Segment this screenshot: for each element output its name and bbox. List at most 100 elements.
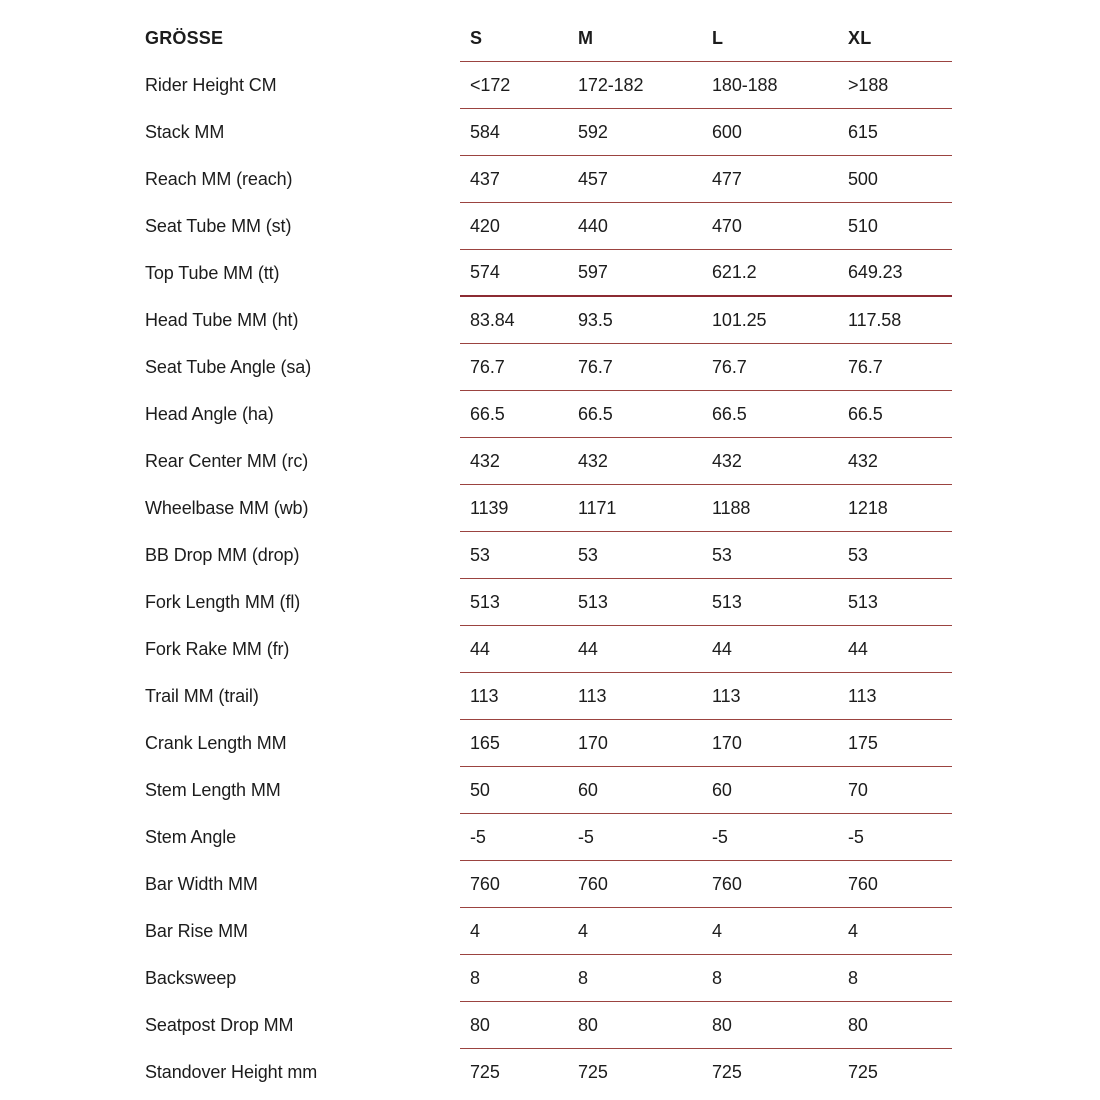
cell-value: 101.25 [712, 309, 767, 330]
row-label: BB Drop MM (drop) [145, 545, 300, 565]
size-header-s: S [470, 27, 483, 48]
row-values: 420 440 470 510 [460, 203, 952, 250]
row-label: Top Tube MM (tt) [145, 263, 280, 283]
cell-value: 180-188 [712, 74, 778, 95]
cell-value: 8 [578, 967, 588, 988]
table-row: Stem Length MM 50 60 60 70 [145, 767, 952, 814]
row-label: Rider Height CM [145, 75, 277, 95]
row-label: Seat Tube Angle (sa) [145, 357, 312, 377]
row-label: Stem Angle [145, 827, 237, 847]
cell-value: 1188 [712, 497, 751, 518]
row-label: Crank Length MM [145, 733, 287, 753]
table-row: Wheelbase MM (wb) 1139 1171 1188 1218 [145, 485, 952, 532]
cell-value: 4 [848, 920, 858, 941]
cell-value: 53 [470, 544, 490, 565]
cell-value: 80 [712, 1014, 732, 1035]
row-values: 725 725 725 725 [460, 1049, 952, 1096]
cell-value: 725 [470, 1062, 500, 1082]
geometry-table: GRÖSSE S M L XL Rider Height CM <172 172-182 1… [145, 15, 952, 1096]
row-values: 574 597 621.2 649.23 [460, 250, 952, 297]
row-values: 513 513 513 513 [460, 579, 952, 626]
cell-value: 725 [712, 1062, 742, 1082]
cell-value: 584 [470, 121, 500, 142]
cell-value: 66.5 [578, 403, 613, 424]
size-headers: S M L XL [460, 15, 952, 62]
cell-value: 113 [470, 685, 499, 706]
row-values: 437 457 477 500 [460, 156, 952, 203]
cell-value: 50 [470, 779, 490, 800]
cell-value: 432 [848, 450, 878, 471]
cell-value: 44 [712, 638, 732, 659]
cell-value: 175 [848, 732, 878, 753]
row-values: 165 170 170 175 [460, 720, 952, 767]
table-row: Seat Tube Angle (sa) 76.7 76.7 76.7 76.7 [145, 344, 952, 391]
cell-value: -5 [848, 826, 864, 847]
cell-value: 66.5 [712, 403, 747, 424]
cell-value: 76.7 [470, 356, 505, 377]
cell-value: 113 [848, 685, 877, 706]
table-row: Stem Angle -5 -5 -5 -5 [145, 814, 952, 861]
table-row: Bar Width MM 760 760 760 760 [145, 861, 952, 908]
cell-value: 592 [578, 121, 608, 142]
row-values: 1139 1171 1188 1218 [460, 485, 952, 532]
row-label: Stem Length MM [145, 780, 281, 800]
row-values: <172 172-182 180-188 >188 [460, 62, 952, 109]
cell-value: 8 [712, 967, 722, 988]
cell-value: 76.7 [712, 356, 747, 377]
row-values: 50 60 60 70 [460, 767, 952, 814]
cell-value: 500 [848, 168, 878, 189]
cell-value: 66.5 [848, 403, 883, 424]
cell-value: 470 [712, 215, 742, 236]
row-label: Head Tube MM (ht) [145, 310, 299, 330]
row-values: 4 4 4 4 [460, 908, 952, 955]
table-row: Crank Length MM 165 170 170 175 [145, 720, 952, 767]
row-values: 584 592 600 615 [460, 109, 952, 156]
cell-value: 649.23 [848, 262, 903, 282]
cell-value: 513 [578, 591, 608, 612]
table-row: Trail MM (trail) 113 113 113 113 [145, 673, 952, 720]
cell-value: 53 [848, 544, 868, 565]
cell-value: 170 [578, 732, 608, 753]
cell-value: 432 [712, 450, 742, 471]
row-values: 53 53 53 53 [460, 532, 952, 579]
cell-value: 8 [470, 967, 480, 988]
table-row: Backsweep 8 8 8 8 [145, 955, 952, 1002]
row-values: 760 760 760 760 [460, 861, 952, 908]
row-label: Rear Center MM (rc) [145, 451, 309, 471]
size-header-xl: XL [848, 27, 872, 48]
cell-value: 513 [712, 591, 742, 612]
table-body: Rider Height CM <172 172-182 180-188 >188 Sta… [145, 62, 952, 1096]
cell-value: 165 [470, 732, 500, 753]
cell-value: 170 [712, 732, 742, 753]
cell-value: 83.84 [470, 309, 515, 330]
row-label: Backsweep [145, 968, 237, 988]
table-row: Head Tube MM (ht) 83.84 93.5 101.25 117.58 [145, 297, 952, 344]
cell-value: 1218 [848, 497, 888, 518]
cell-value: 60 [712, 779, 732, 800]
table-row: Rider Height CM <172 172-182 180-188 >188 [145, 62, 952, 109]
cell-value: 4 [470, 920, 480, 941]
cell-value: 574 [470, 262, 500, 282]
row-values: 76.7 76.7 76.7 76.7 [460, 344, 952, 391]
cell-value: 66.5 [470, 403, 505, 424]
cell-value: 600 [712, 121, 742, 142]
cell-value: 1139 [470, 497, 509, 518]
cell-value: 1171 [578, 497, 617, 518]
cell-value: 760 [848, 873, 878, 894]
cell-value: 760 [712, 873, 742, 894]
cell-value: 4 [712, 920, 722, 941]
row-label: Trail MM (trail) [145, 686, 259, 706]
table-row: Fork Rake MM (fr) 44 44 44 44 [145, 626, 952, 673]
cell-value: <172 [470, 74, 511, 95]
row-values: 8 8 8 8 [460, 955, 952, 1002]
row-values: 83.84 93.5 101.25 117.58 [460, 297, 952, 344]
cell-value: 113 [712, 685, 741, 706]
table-row: Rear Center MM (rc) 432 432 432 432 [145, 438, 952, 485]
cell-value: 440 [578, 215, 608, 236]
cell-value: >188 [848, 74, 889, 95]
row-label: Fork Rake MM (fr) [145, 639, 290, 659]
size-header-m: M [578, 27, 594, 48]
cell-value: 725 [848, 1062, 878, 1082]
cell-value: 117.58 [848, 309, 902, 330]
cell-value: 432 [578, 450, 608, 471]
